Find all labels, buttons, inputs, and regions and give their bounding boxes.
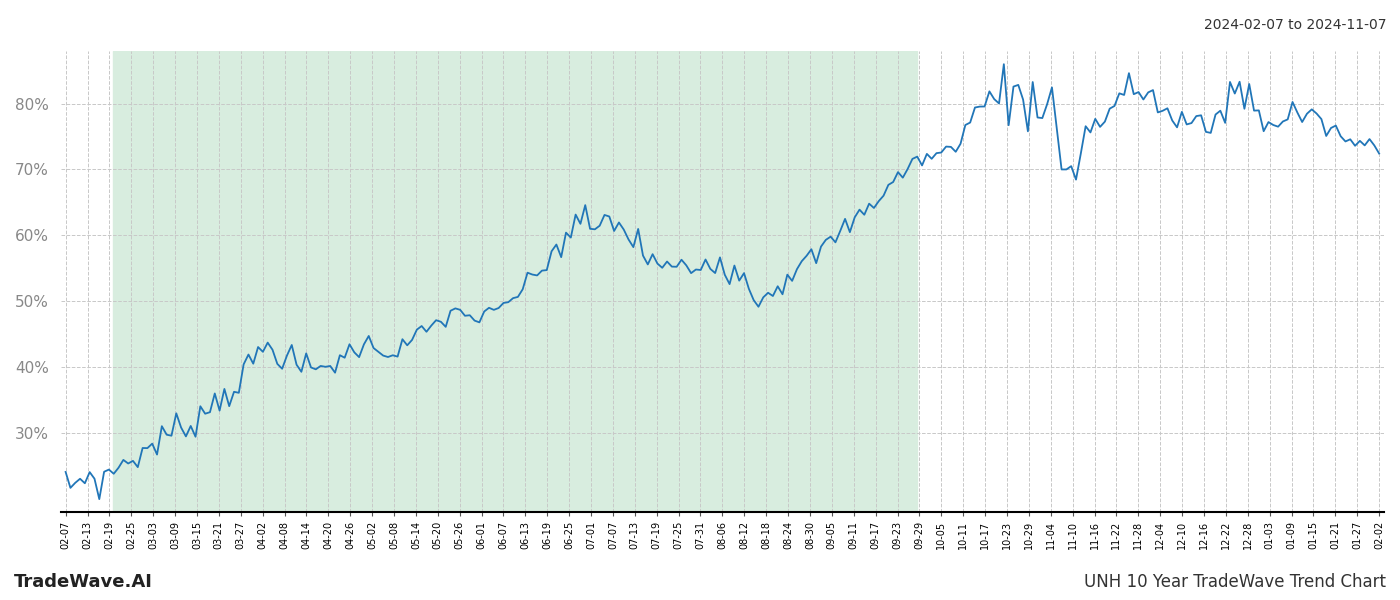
- Text: 2024-02-07 to 2024-11-07: 2024-02-07 to 2024-11-07: [1204, 18, 1386, 32]
- Text: TradeWave.AI: TradeWave.AI: [14, 573, 153, 591]
- Bar: [113, 51, 917, 512]
- Text: UNH 10 Year TradeWave Trend Chart: UNH 10 Year TradeWave Trend Chart: [1084, 573, 1386, 591]
